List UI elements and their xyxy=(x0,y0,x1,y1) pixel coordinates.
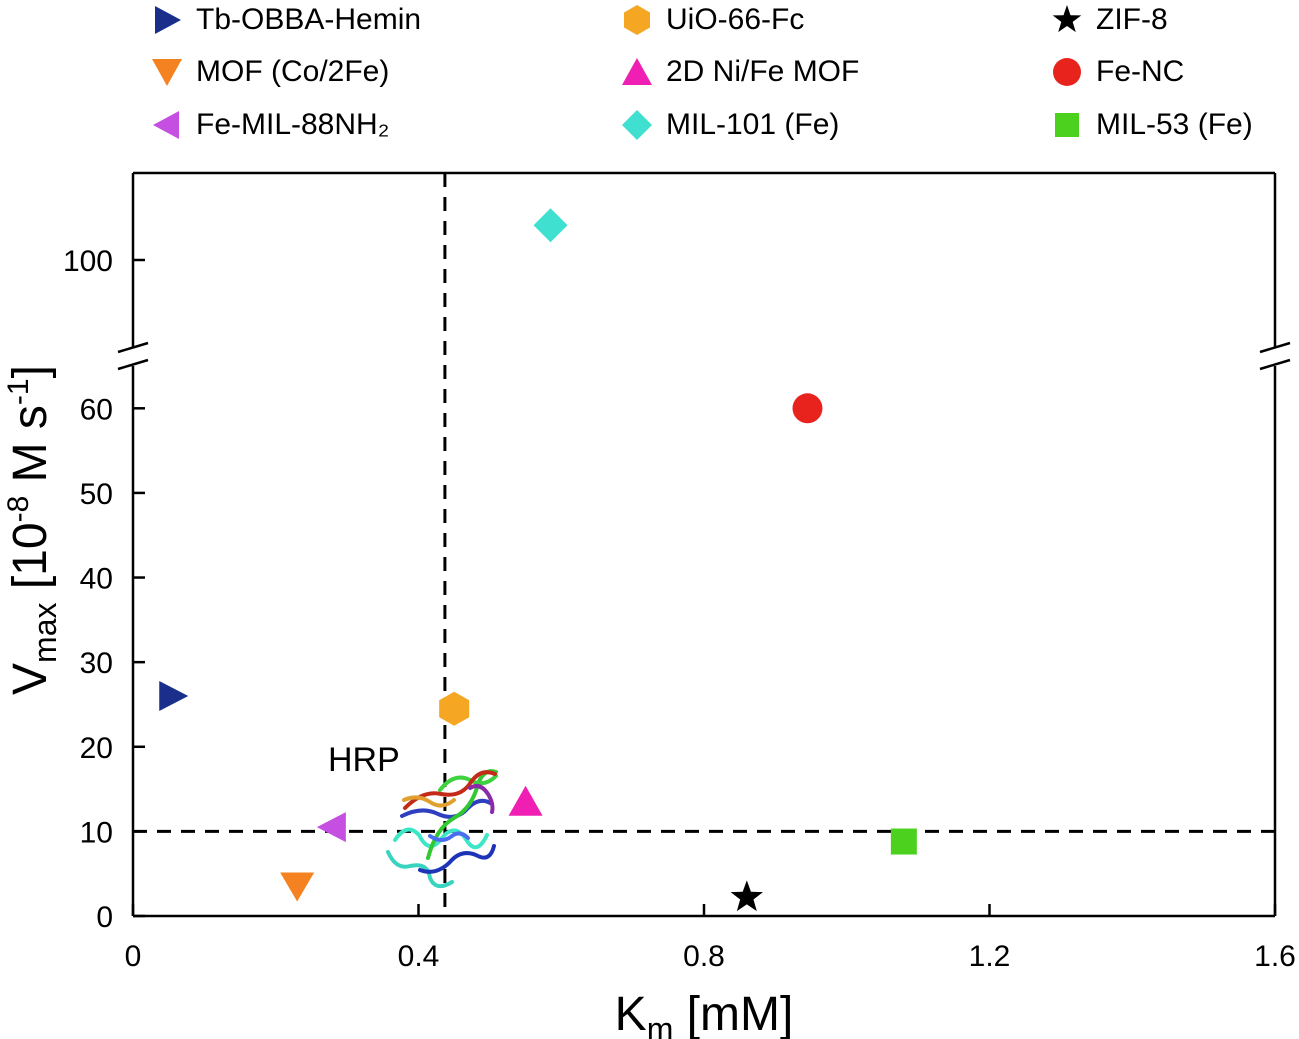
hrp-protein-illustration xyxy=(386,769,498,889)
x-axis-label-sub: m xyxy=(647,1011,674,1039)
ticks: 0 0.4 0.8 1.2 1.6 0 10 20 30 40 50 60 100 xyxy=(63,245,1296,973)
legend-item-uio-66-fc[interactable]: UiO-66-Fc xyxy=(620,0,804,40)
legend-label: Fe-NC xyxy=(1096,55,1185,88)
data-point-triangle-left xyxy=(316,812,346,843)
legend-label: ZIF-8 xyxy=(1096,3,1168,36)
y-axis-label-sup: -8 xyxy=(2,496,35,523)
y-axis-label-close: ] xyxy=(4,365,57,378)
data-point-circle xyxy=(792,393,823,424)
legend-item-tb-obba-hemin[interactable]: Tb-OBBA-Hemin xyxy=(150,0,421,40)
legend-label: UiO-66-Fc xyxy=(666,3,805,36)
y-axis-label-rest: [10 xyxy=(4,522,57,602)
x-axis-label: Km [mM] xyxy=(615,988,794,1039)
y-tick-label: 30 xyxy=(80,647,113,680)
diamond-icon xyxy=(622,110,652,140)
y-tick-label: 20 xyxy=(80,732,113,765)
data-point-hexagon xyxy=(439,691,470,726)
legend-item-mof-co-2fe[interactable]: MOF (Co/2Fe) xyxy=(150,52,389,92)
plot-frame xyxy=(117,171,1291,918)
x-tick-label: 0.8 xyxy=(683,940,725,973)
circle-icon xyxy=(1053,58,1081,86)
x-tick-label: 1.6 xyxy=(1254,940,1296,973)
y-axis-label-main: V xyxy=(4,663,57,695)
legend-label: Fe-MIL-88NH₂ xyxy=(196,108,390,141)
axis-break-mark xyxy=(117,341,149,354)
y-axis-label-sub: max xyxy=(27,602,63,662)
y-tick-label: 50 xyxy=(80,478,113,511)
data-point-diamond xyxy=(533,208,568,243)
axis-break-mark xyxy=(1259,358,1291,371)
legend-item-mil-101-fe[interactable]: MIL-101 (Fe) xyxy=(620,105,839,145)
reference-lines xyxy=(133,173,1275,916)
x-axis-label-rest: [mM] xyxy=(673,988,793,1039)
triangle-up-icon xyxy=(622,58,652,85)
triangle-left-icon xyxy=(153,111,179,139)
data-point-star xyxy=(730,880,763,912)
data-point-triangle-up xyxy=(508,785,543,816)
y-tick-label: 60 xyxy=(80,393,113,426)
data-point-triangle-down xyxy=(280,872,315,902)
x-axis-label-main: K xyxy=(615,988,647,1039)
y-tick-label: 10 xyxy=(80,816,113,849)
x-tick-label: 0.4 xyxy=(398,940,440,973)
triangle-right-icon xyxy=(155,6,181,34)
y-axis-label: Vmax [10-8 M s-1] xyxy=(2,365,63,695)
legend-item-fe-mil-88nh2[interactable]: Fe-MIL-88NH₂ xyxy=(150,105,389,145)
legend-item-fe-nc[interactable]: Fe-NC xyxy=(1050,52,1184,92)
legend-item-zif-8[interactable]: ZIF-8 xyxy=(1050,0,1168,40)
triangle-down-icon xyxy=(152,59,182,86)
data-points xyxy=(159,208,917,912)
legend-label: Tb-OBBA-Hemin xyxy=(196,3,422,36)
square-icon xyxy=(1055,113,1079,137)
axis-break-mark xyxy=(117,358,149,371)
star-icon xyxy=(1052,5,1082,33)
y-tick-label: 40 xyxy=(80,563,113,596)
y-tick-label: 100 xyxy=(63,245,113,278)
legend-label: MIL-53 (Fe) xyxy=(1096,108,1253,141)
legend-item-mil-53-fe[interactable]: MIL-53 (Fe) xyxy=(1050,105,1253,145)
hrp-annotation: HRP xyxy=(328,741,400,779)
hexagon-icon xyxy=(624,5,650,35)
axis-break-mark xyxy=(1259,341,1291,354)
legend-label: MOF (Co/2Fe) xyxy=(196,55,390,88)
legend-label: 2D Ni/Fe MOF xyxy=(666,55,860,88)
y-axis-label-sup2: -1 xyxy=(2,378,35,405)
legend-item-2d-ni-fe-mof[interactable]: 2D Ni/Fe MOF xyxy=(620,52,859,92)
y-tick-label: 0 xyxy=(96,901,113,934)
x-tick-label: 1.2 xyxy=(969,940,1011,973)
data-point-triangle-right xyxy=(159,681,189,711)
x-tick-label: 0 xyxy=(125,940,142,973)
data-point-square xyxy=(890,828,917,855)
y-axis-label-rest2: M s xyxy=(4,405,57,496)
legend-label: MIL-101 (Fe) xyxy=(666,108,840,141)
